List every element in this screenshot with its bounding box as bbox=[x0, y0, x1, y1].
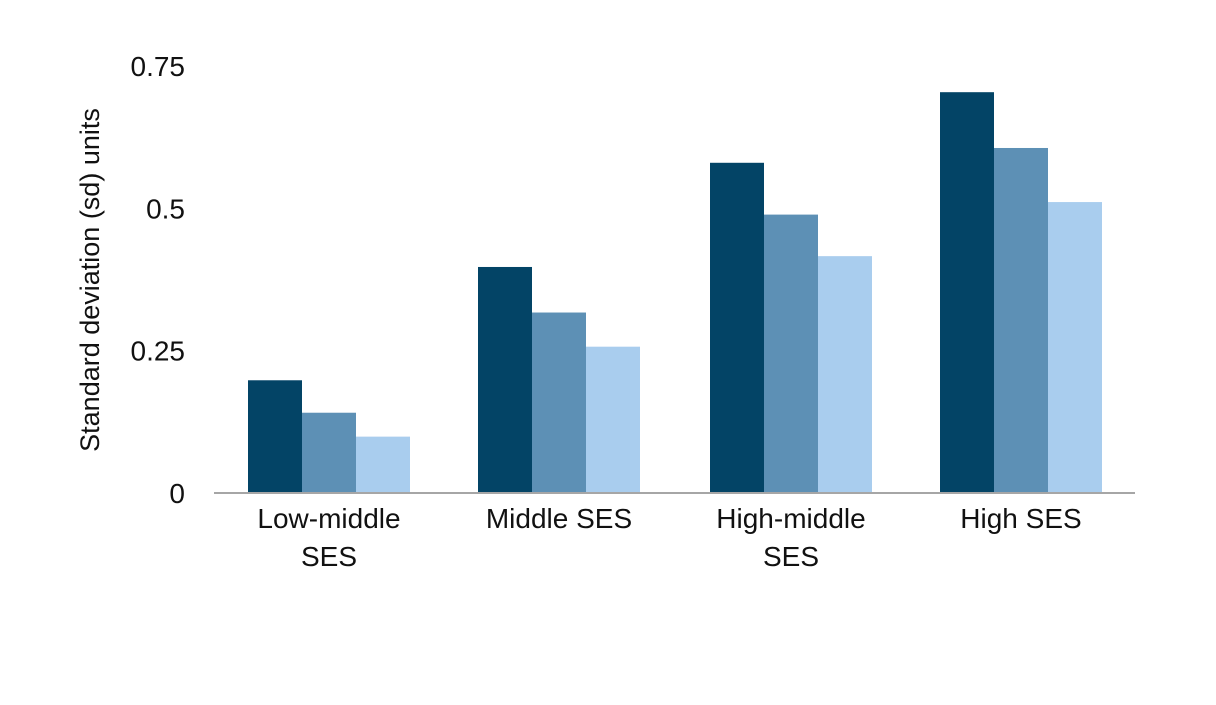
bar-series-1-category-3 bbox=[710, 162, 764, 493]
y-tick-label: 0.5 bbox=[146, 193, 185, 224]
x-category-label: High SES bbox=[960, 503, 1081, 534]
x-category-label: Low-middle SES bbox=[257, 503, 400, 572]
bar-series-3-category-4 bbox=[1048, 202, 1102, 493]
bar-series-3-category-2 bbox=[586, 346, 640, 493]
y-tick-label: 0.75 bbox=[131, 51, 186, 82]
x-category-label: High-middle SES bbox=[716, 503, 865, 572]
bar-series-3-category-3 bbox=[818, 256, 872, 493]
bars-group bbox=[248, 92, 1102, 493]
bar-series-1-category-1 bbox=[248, 380, 302, 493]
y-tick-label: 0.25 bbox=[131, 336, 186, 367]
x-category-label-line: Low-middle bbox=[257, 503, 400, 534]
x-category-label-line: High SES bbox=[960, 503, 1081, 534]
x-category-label-line: SES bbox=[763, 541, 819, 572]
y-tick-label: 0 bbox=[169, 478, 185, 509]
bar-series-2-category-1 bbox=[302, 412, 356, 493]
bar-series-1-category-2 bbox=[478, 266, 532, 493]
bar-series-2-category-3 bbox=[764, 214, 818, 493]
bar-series-2-category-2 bbox=[532, 312, 586, 493]
bar-series-3-category-1 bbox=[356, 436, 410, 493]
bar-series-2-category-4 bbox=[994, 147, 1048, 493]
bar-series-1-category-4 bbox=[940, 92, 994, 493]
x-category-label-line: SES bbox=[301, 541, 357, 572]
x-category-label: Middle SES bbox=[486, 503, 632, 534]
x-category-label-line: Middle SES bbox=[486, 503, 632, 534]
x-category-label-line: High-middle bbox=[716, 503, 865, 534]
y-axis-ticks: 0 0.25 0.5 0.75 bbox=[131, 51, 186, 509]
y-axis-title: Standard deviation (sd) units bbox=[75, 108, 105, 452]
